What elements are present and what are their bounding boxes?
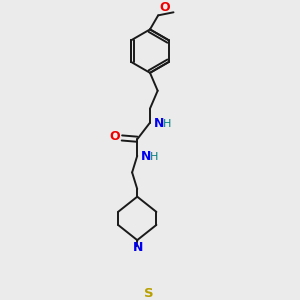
Text: O: O (159, 1, 169, 14)
Text: S: S (144, 287, 154, 300)
Text: H: H (163, 119, 171, 129)
Text: N: N (133, 242, 144, 254)
Text: H: H (150, 152, 158, 162)
Text: N: N (154, 117, 164, 130)
Text: N: N (141, 150, 152, 164)
Text: O: O (109, 130, 120, 143)
